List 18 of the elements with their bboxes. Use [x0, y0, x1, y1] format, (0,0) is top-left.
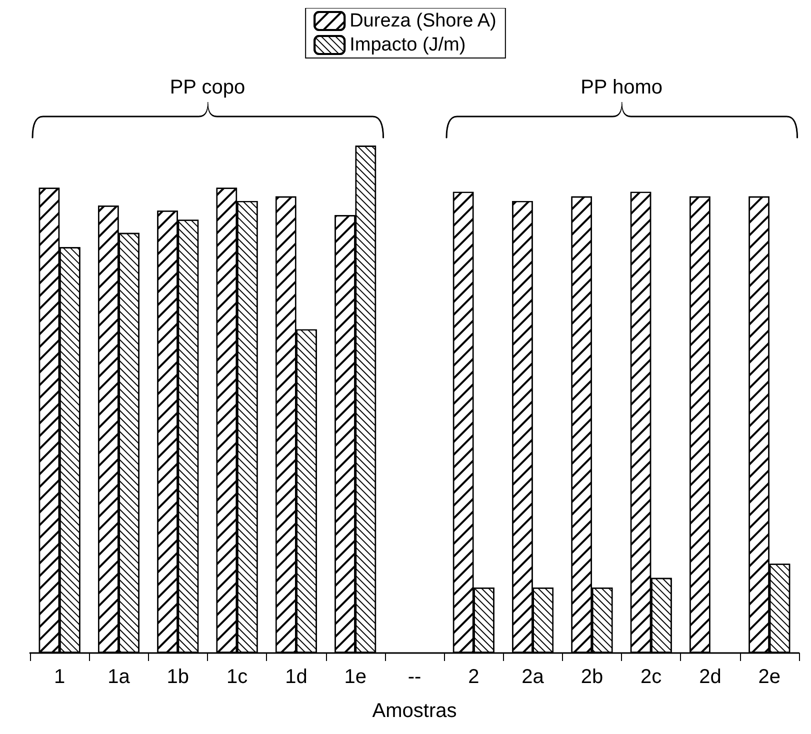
x-tick-label: 1d	[285, 666, 308, 688]
x-tick-label: 1	[54, 666, 66, 688]
x-tick-label: 1c	[226, 666, 248, 688]
x-axis-title: Amostras	[372, 700, 457, 722]
x-tick-label: --	[408, 666, 422, 688]
x-tick-label: 2a	[522, 666, 545, 688]
x-tick-label: 2d	[699, 666, 722, 688]
text: PP copo	[170, 76, 246, 99]
x-tick-label: 2b	[580, 666, 604, 688]
legend-label: Dureza (Shore A)	[350, 10, 496, 32]
text: PP homo	[580, 76, 662, 99]
x-tick-label: 2	[468, 666, 480, 688]
legend-label: Impacto (J/m)	[350, 34, 466, 56]
x-tick-label: 1b	[166, 666, 190, 688]
x-tick-label: 2e	[758, 666, 781, 688]
x-tick-label: 1a	[108, 666, 131, 688]
x-tick-label: 2c	[640, 666, 662, 688]
x-tick-label: 1e	[344, 666, 366, 688]
